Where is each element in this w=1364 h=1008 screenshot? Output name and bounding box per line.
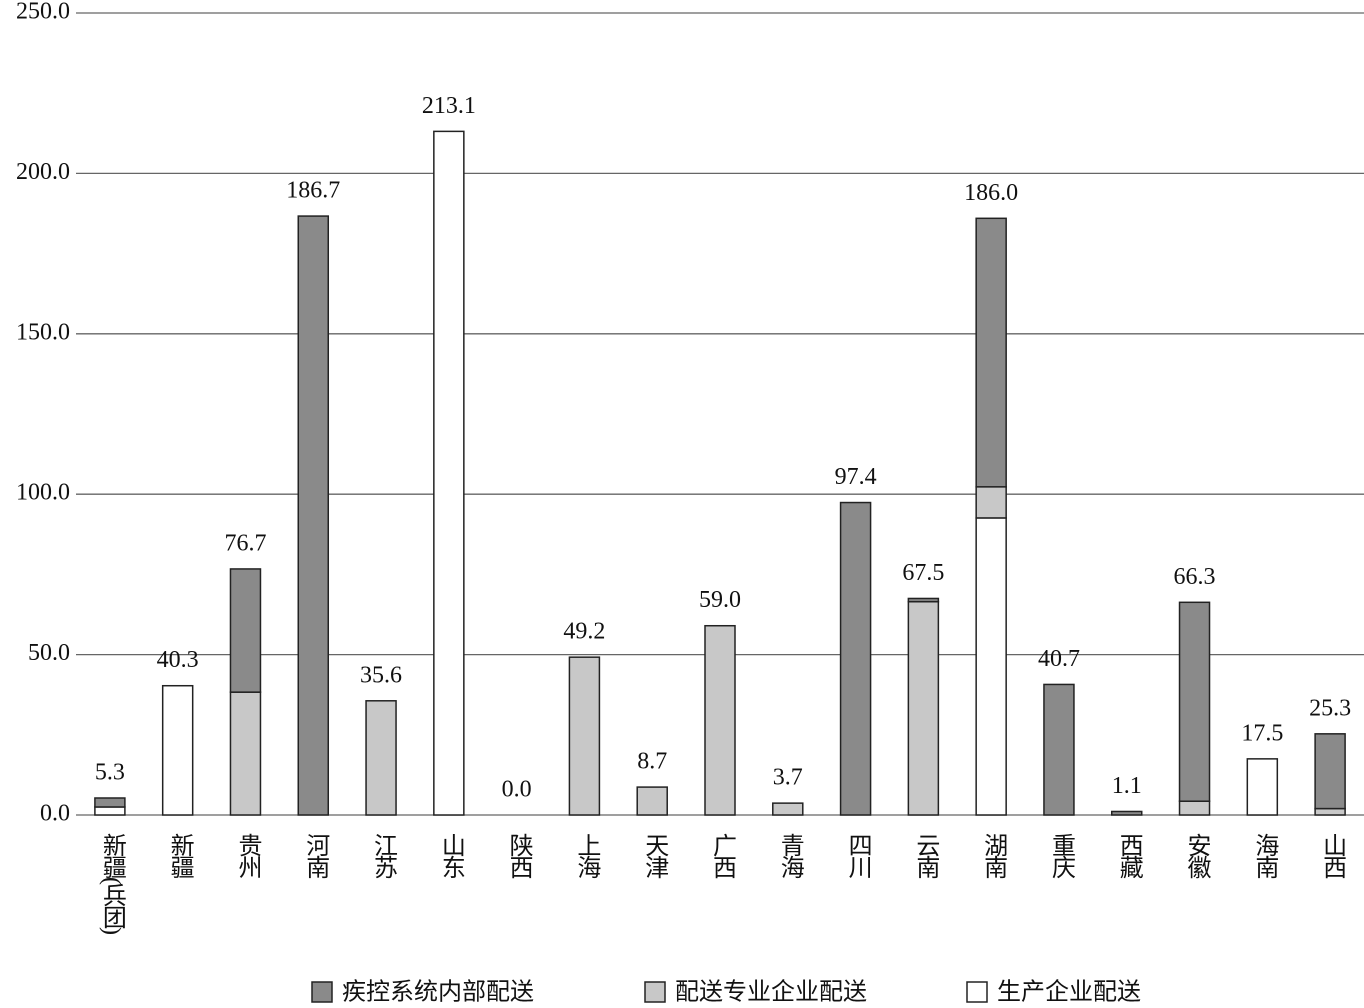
legend-label: 生产企业配送 xyxy=(997,979,1141,1006)
total-label: 0.0 xyxy=(502,777,532,803)
x-tick-label: 陕西 xyxy=(505,833,532,879)
x-tick-label: 贵州 xyxy=(234,833,262,878)
x-tick-label: 广西 xyxy=(708,833,736,879)
total-label: 76.7 xyxy=(224,530,266,556)
bar-segment xyxy=(1178,800,1211,816)
total-label: 17.5 xyxy=(1241,720,1283,746)
x-tick-label: 河南 xyxy=(302,833,330,879)
bar-segment xyxy=(297,215,330,816)
bar-segment xyxy=(365,700,397,816)
total-label: 25.3 xyxy=(1309,695,1351,721)
bar-segment xyxy=(772,802,804,816)
total-label: 40.7 xyxy=(1038,646,1080,672)
total-label: 49.2 xyxy=(563,619,605,645)
total-label: 186.0 xyxy=(964,180,1018,206)
bar-segment xyxy=(839,501,872,816)
y-tick-label: 150.0 xyxy=(16,319,70,345)
bar-segment xyxy=(568,656,601,816)
x-tick-label: 江苏 xyxy=(370,833,397,879)
bar-segment xyxy=(907,600,940,816)
bar-segment xyxy=(1314,733,1346,810)
x-tick-label: 海南 xyxy=(1251,833,1278,879)
bar-segment xyxy=(1246,758,1279,816)
y-tick-label: 50.0 xyxy=(28,640,70,666)
bar-segment xyxy=(1110,810,1143,816)
legend-swatch xyxy=(966,981,988,1003)
bar-segment xyxy=(975,486,1007,519)
x-tick-label: 西藏 xyxy=(1115,833,1143,879)
x-tick-label: 山东 xyxy=(437,833,464,878)
x-tick-label: 湖南 xyxy=(980,833,1008,879)
bar-segment xyxy=(433,130,465,816)
y-tick-label: 100.0 xyxy=(16,480,70,506)
bar-segment xyxy=(229,691,262,816)
legend-label: 配送专业企业配送 xyxy=(675,979,867,1006)
total-label: 8.7 xyxy=(637,749,667,775)
x-tick-label: 青海 xyxy=(776,833,803,879)
bar-segment xyxy=(975,517,1007,816)
bar-segment xyxy=(636,786,668,816)
x-tick-label: 云南 xyxy=(912,833,939,879)
x-tick-label: 天津 xyxy=(641,833,669,879)
legend-swatch xyxy=(644,981,666,1003)
bar-segment xyxy=(975,217,1007,488)
bar-segment xyxy=(94,806,126,816)
total-label: 35.6 xyxy=(360,662,402,688)
x-tick-label: 四川 xyxy=(844,833,872,879)
total-label: 59.0 xyxy=(699,587,741,613)
x-tick-label: 上海 xyxy=(573,833,600,879)
bar-segment xyxy=(1178,601,1211,802)
x-tick-label: 安徽 xyxy=(1183,833,1211,879)
x-tick-label: 重庆 xyxy=(1047,833,1075,879)
bar-segment xyxy=(907,597,940,603)
total-label: 213.1 xyxy=(422,93,476,119)
total-label: 97.4 xyxy=(835,464,877,490)
total-label: 5.3 xyxy=(95,759,125,785)
x-tick-label: 新疆(兵团) xyxy=(98,833,126,934)
legend-swatch xyxy=(311,981,333,1003)
bar-segment xyxy=(94,797,126,808)
bar-segment xyxy=(704,624,736,816)
bar-segment xyxy=(229,568,262,693)
total-label: 40.3 xyxy=(157,647,199,673)
y-tick-label: 250.0 xyxy=(16,0,70,25)
bar-segment xyxy=(1314,807,1346,816)
total-label: 66.3 xyxy=(1174,564,1216,590)
total-label: 67.5 xyxy=(902,560,944,586)
bar-segment xyxy=(161,684,194,816)
total-label: 3.7 xyxy=(773,765,803,791)
x-tick-label: 山西 xyxy=(1319,833,1346,879)
total-label: 1.1 xyxy=(1112,773,1142,799)
legend-label: 疾控系统内部配送 xyxy=(342,979,534,1006)
x-tick-label: 新疆 xyxy=(166,833,194,879)
y-tick-label: 200.0 xyxy=(16,159,70,185)
y-tick-label: 0.0 xyxy=(40,801,70,827)
total-label: 186.7 xyxy=(286,178,340,204)
bar-segment xyxy=(1043,683,1075,816)
